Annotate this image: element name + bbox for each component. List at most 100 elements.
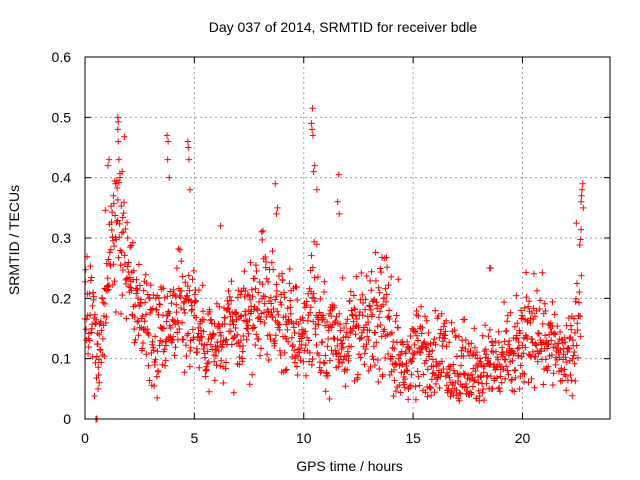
data-point	[569, 392, 576, 399]
data-point	[86, 337, 93, 344]
data-point	[376, 365, 383, 373]
data-point	[574, 326, 581, 334]
data-point	[439, 342, 446, 350]
data-point	[134, 286, 141, 294]
y-tick-label: 0.6	[52, 49, 72, 65]
data-point	[380, 294, 388, 302]
data-point	[242, 311, 249, 319]
data-point	[200, 345, 207, 353]
data-point	[180, 306, 188, 313]
data-point	[454, 377, 462, 385]
data-point	[261, 319, 268, 327]
data-point	[93, 353, 101, 360]
data-point	[504, 341, 512, 348]
data-point	[411, 349, 418, 357]
data-point	[240, 332, 247, 340]
data-point	[438, 369, 445, 376]
data-point	[290, 324, 298, 331]
data-point	[281, 294, 288, 301]
data-point	[375, 284, 382, 291]
data-point	[347, 343, 355, 350]
data-point	[295, 346, 302, 353]
data-point	[545, 340, 552, 348]
data-point	[170, 318, 178, 325]
data-point	[467, 389, 475, 396]
data-point	[266, 331, 273, 339]
data-point	[473, 348, 481, 356]
data-point	[404, 367, 411, 375]
data-point	[276, 347, 284, 354]
data-point	[186, 363, 193, 370]
data-point	[246, 381, 253, 388]
data-point	[87, 277, 94, 284]
data-point	[277, 351, 284, 359]
data-point	[131, 313, 139, 321]
data-point	[194, 348, 201, 356]
data-point	[544, 367, 551, 374]
data-point	[550, 370, 557, 377]
data-point	[163, 318, 170, 325]
data-point	[322, 388, 329, 395]
data-point	[298, 335, 305, 342]
data-point	[248, 286, 256, 293]
data-point	[263, 275, 270, 282]
data-point	[385, 281, 392, 289]
data-point	[368, 268, 375, 275]
data-point	[152, 295, 160, 302]
data-point	[508, 377, 515, 385]
data-point	[359, 299, 367, 307]
data-point	[249, 322, 257, 330]
data-point	[169, 333, 177, 340]
data-point	[479, 332, 486, 339]
data-point	[334, 335, 341, 343]
data-point	[338, 359, 346, 367]
data-point	[569, 355, 576, 362]
data-point	[244, 291, 251, 299]
x-tick-label: 10	[296, 430, 312, 446]
data-point	[511, 323, 519, 331]
data-point	[180, 299, 187, 307]
data-point	[434, 375, 441, 383]
data-point	[517, 307, 525, 314]
data-point	[134, 294, 142, 302]
data-point	[469, 383, 477, 390]
data-point	[366, 303, 374, 310]
data-point	[191, 297, 199, 304]
data-point	[305, 311, 312, 319]
data-point	[442, 317, 450, 324]
data-point	[554, 322, 561, 330]
data-point	[525, 379, 532, 386]
data-point	[384, 314, 391, 321]
data-point	[119, 214, 126, 221]
data-point	[544, 363, 552, 370]
data-point	[183, 332, 191, 339]
data-point	[205, 388, 213, 395]
data-point	[139, 312, 146, 320]
data-point	[282, 367, 289, 374]
data-point	[422, 357, 430, 364]
data-point	[114, 114, 122, 121]
data-point	[188, 306, 196, 313]
data-point	[257, 345, 265, 352]
data-point	[182, 279, 189, 286]
data-point	[541, 300, 548, 307]
data-point	[134, 318, 141, 326]
data-point	[146, 294, 153, 302]
data-point	[195, 286, 203, 294]
data-point	[498, 379, 505, 386]
data-point	[167, 337, 175, 344]
data-point	[573, 219, 580, 227]
data-point	[98, 359, 105, 366]
data-point	[89, 353, 96, 361]
data-point	[135, 317, 142, 325]
data-point	[217, 362, 224, 370]
data-point	[494, 356, 502, 363]
data-point	[120, 209, 127, 217]
data-point	[153, 394, 161, 402]
data-point	[156, 342, 163, 349]
data-point	[186, 287, 193, 294]
data-point	[361, 306, 369, 313]
data-point	[176, 246, 184, 254]
data-point	[505, 337, 513, 345]
y-tick-label: 0.2	[52, 290, 72, 306]
